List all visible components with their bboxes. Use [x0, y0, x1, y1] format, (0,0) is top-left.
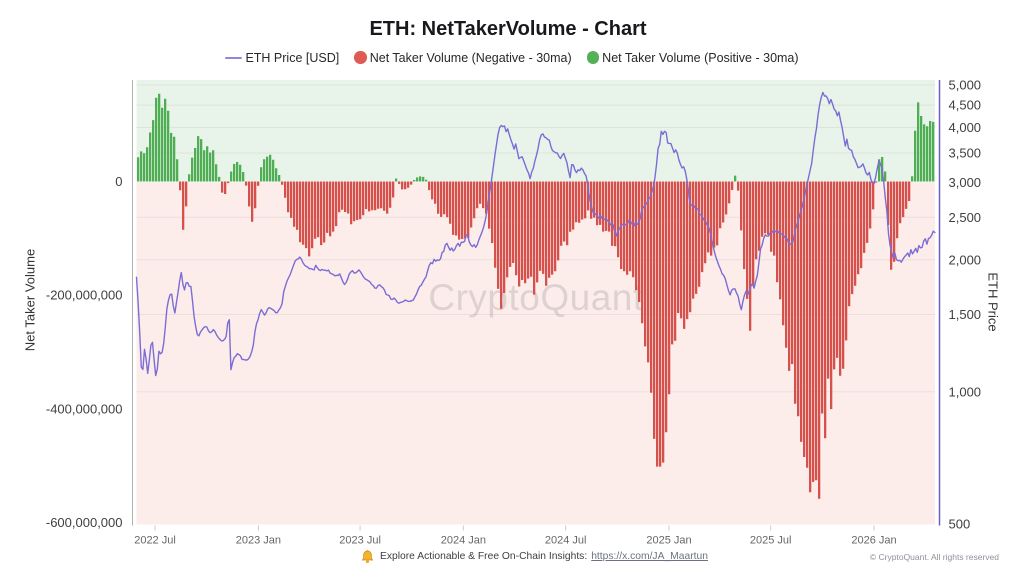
svg-text:Net Taker Volume: Net Taker Volume — [23, 249, 38, 351]
svg-text:2,000: 2,000 — [949, 252, 982, 267]
svg-text:2025 Jan: 2025 Jan — [646, 535, 691, 547]
svg-text:0: 0 — [115, 174, 122, 189]
svg-text:2022 Jul: 2022 Jul — [134, 535, 176, 547]
svg-text:4,500: 4,500 — [949, 98, 982, 113]
svg-text:CryptoQuant: CryptoQuant — [428, 277, 643, 318]
svg-text:-400,000,000: -400,000,000 — [46, 401, 123, 416]
svg-text:3,500: 3,500 — [949, 146, 982, 161]
svg-text:3,000: 3,000 — [949, 175, 982, 190]
svg-text:2,500: 2,500 — [949, 210, 982, 225]
svg-text:500: 500 — [949, 517, 971, 532]
svg-text:2023 Jul: 2023 Jul — [339, 535, 381, 547]
svg-text:ETH Price: ETH Price — [986, 272, 1001, 331]
svg-text:1,500: 1,500 — [949, 307, 982, 322]
svg-text:2025 Jul: 2025 Jul — [750, 535, 792, 547]
svg-text:1,000: 1,000 — [949, 384, 982, 399]
svg-text:2024 Jan: 2024 Jan — [441, 535, 486, 547]
svg-text:2023 Jan: 2023 Jan — [236, 535, 281, 547]
svg-text:5,000: 5,000 — [949, 78, 982, 93]
svg-text:4,000: 4,000 — [949, 120, 982, 135]
svg-text:-600,000,000: -600,000,000 — [46, 515, 123, 530]
svg-text:-200,000,000: -200,000,000 — [46, 288, 123, 303]
svg-text:2026 Jan: 2026 Jan — [851, 535, 896, 547]
svg-text:2024 Jul: 2024 Jul — [545, 535, 587, 547]
